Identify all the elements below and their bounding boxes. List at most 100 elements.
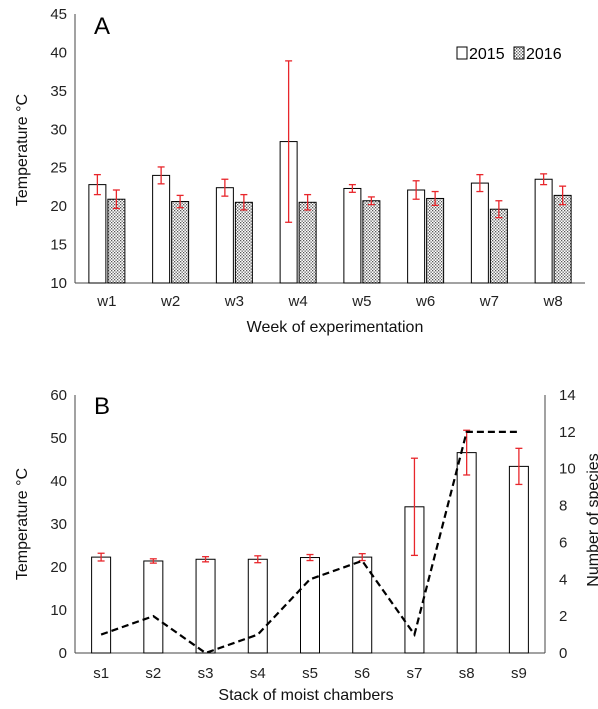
panel-b-x-tick-label: s3 [198, 665, 214, 682]
panel-a-bar-2015 [534, 178, 553, 284]
panel-b-y2-tick-label: 4 [559, 571, 567, 588]
panel-b-error-bar [463, 429, 471, 476]
panel-a-y-tick-label: 35 [50, 83, 67, 100]
panel-a-error-bar-2016 [431, 190, 439, 207]
panel-a-x-tick-label: w6 [415, 293, 435, 310]
panel-b-y2-tick-label: 12 [559, 424, 576, 441]
panel-a-legend: 2015 2016 [456, 46, 562, 63]
panel-a-y-axis-title: Temperature °C [14, 94, 31, 206]
panel-a-error-bar-2016 [176, 194, 184, 209]
panel-a-y-tick-label: 25 [50, 160, 67, 177]
panel-a-error-bar-2016 [304, 193, 312, 211]
panel-a-y-tick-label: 20 [50, 198, 67, 215]
panel-a-bar-2015 [215, 187, 234, 284]
panel-b-x-tick-label: s4 [250, 665, 266, 682]
panel-a-bar-2015 [88, 184, 107, 284]
panel-a-error-bar-2015 [157, 166, 165, 185]
panel-a-letter: A [94, 13, 110, 40]
panel-a-x-tick-label: w1 [96, 293, 116, 310]
legend-label-2016: 2016 [526, 46, 562, 63]
panel-a-bar-2016 [107, 198, 126, 284]
legend-swatch-2015 [456, 46, 468, 60]
panel-a-error-bar-2015 [348, 183, 356, 193]
panel-b-y2-tick-label: 0 [559, 645, 567, 662]
panel-a-x-tick-label: w4 [288, 293, 308, 310]
panel-b-x-tick-label: s8 [459, 665, 475, 682]
panel-b-x-tick-label: s7 [407, 665, 423, 682]
panel-b-error-bar [358, 553, 366, 562]
panel-a-x-tick-label: w5 [351, 293, 371, 310]
panel-a-error-bar-2015 [221, 178, 229, 197]
panel-a-error-bar-2016 [240, 193, 248, 211]
panel-a-y-tick-label: 10 [50, 275, 67, 292]
panel-b-y-tick-label: 60 [50, 387, 67, 404]
panel-b-error-bar [410, 457, 418, 557]
panel-b-bar [300, 557, 320, 654]
panel-b-bar [195, 558, 216, 654]
panel-a-bar-2016 [234, 201, 253, 284]
panel-a-x-axis-title: Week of experimentation [247, 319, 424, 336]
panel-b-bar [352, 556, 373, 654]
panel-b-error-bar [515, 447, 523, 486]
panel-b-bar [91, 556, 112, 654]
panel-b-x-tick-label: s9 [511, 665, 527, 682]
panel-b-bar [247, 558, 268, 654]
panel-b-y-tick-label: 50 [50, 430, 67, 447]
panel-a-y-tick-label: 15 [50, 237, 67, 254]
panel-b-letter: B [94, 393, 110, 420]
panel-b-y2-tick-label: 2 [559, 608, 567, 625]
panel-b: B Temperature °C Number of species Stack… [14, 387, 598, 704]
panel-a-bar-2015 [343, 187, 362, 284]
panel-a-error-bar-2015 [476, 173, 484, 193]
panel-a-x-tick-label: w8 [543, 293, 563, 310]
panel-a-x-tick-label: w7 [479, 293, 499, 310]
panel-a-error-bar-2015 [540, 173, 548, 186]
panel-b-error-bar [97, 552, 105, 562]
legend-label-2015: 2015 [469, 46, 505, 63]
legend-swatch-2016 [513, 46, 525, 60]
panel-a-bar-2015 [470, 182, 489, 284]
panel-b-y2-axis-title: Number of species [585, 453, 598, 586]
panel-b-y-tick-label: 40 [50, 473, 67, 490]
panel-a-x-tick-label: w2 [160, 293, 180, 310]
panel-b-y-tick-label: 10 [50, 602, 67, 619]
panel-a-bar-2016 [171, 201, 190, 284]
panel-a-bar-2015 [407, 189, 426, 284]
panel-b-y-axis-title: Temperature °C [14, 468, 31, 580]
panel-a-bar-2016 [362, 200, 381, 284]
panel-b-x-axis-title: Stack of moist chambers [218, 687, 393, 704]
panel-a-error-bar-2016 [559, 185, 567, 206]
panel-b-error-bar [254, 555, 262, 564]
panel-b-y2-tick-label: 10 [559, 461, 576, 478]
panel-a-error-bar-2016 [112, 189, 120, 210]
panel-a-error-bar-2015 [285, 60, 293, 223]
panel-a: A Temperature °C Week of experimentation… [14, 6, 585, 336]
panel-a-x-tick-label: w3 [224, 293, 244, 310]
panel-b-error-bar [202, 556, 210, 563]
panel-b-bar [508, 465, 529, 654]
panel-a-error-bar-2015 [412, 180, 420, 200]
panel-b-error-bar [306, 553, 314, 562]
panel-a-error-bar-2015 [93, 173, 101, 196]
panel-b-x-tick-label: s1 [93, 665, 109, 682]
panel-a-bar-2016 [426, 197, 445, 284]
panel-b-x-tick-label: s6 [354, 665, 370, 682]
panel-b-y-tick-label: 20 [50, 559, 67, 576]
panel-a-bar-2016 [489, 208, 508, 284]
panel-a-error-bar-2016 [367, 196, 375, 206]
panel-b-bar [456, 452, 477, 654]
panel-a-bar-2015 [152, 174, 171, 284]
panel-b-error-bar [149, 558, 157, 564]
panel-a-bar-2016 [298, 201, 317, 284]
panel-b-y-tick-label: 30 [50, 516, 67, 533]
panel-b-y2-tick-label: 6 [559, 534, 567, 551]
panel-a-bar-2016 [553, 194, 572, 284]
panel-b-y2-tick-label: 14 [559, 387, 576, 404]
panel-b-x-tick-label: s5 [302, 665, 318, 682]
panel-b-y2-tick-label: 8 [559, 498, 567, 515]
panel-a-error-bar-2016 [495, 200, 503, 219]
panel-b-bar [143, 560, 164, 654]
panel-a-y-tick-label: 30 [50, 121, 67, 138]
panel-a-y-tick-label: 45 [50, 6, 67, 23]
